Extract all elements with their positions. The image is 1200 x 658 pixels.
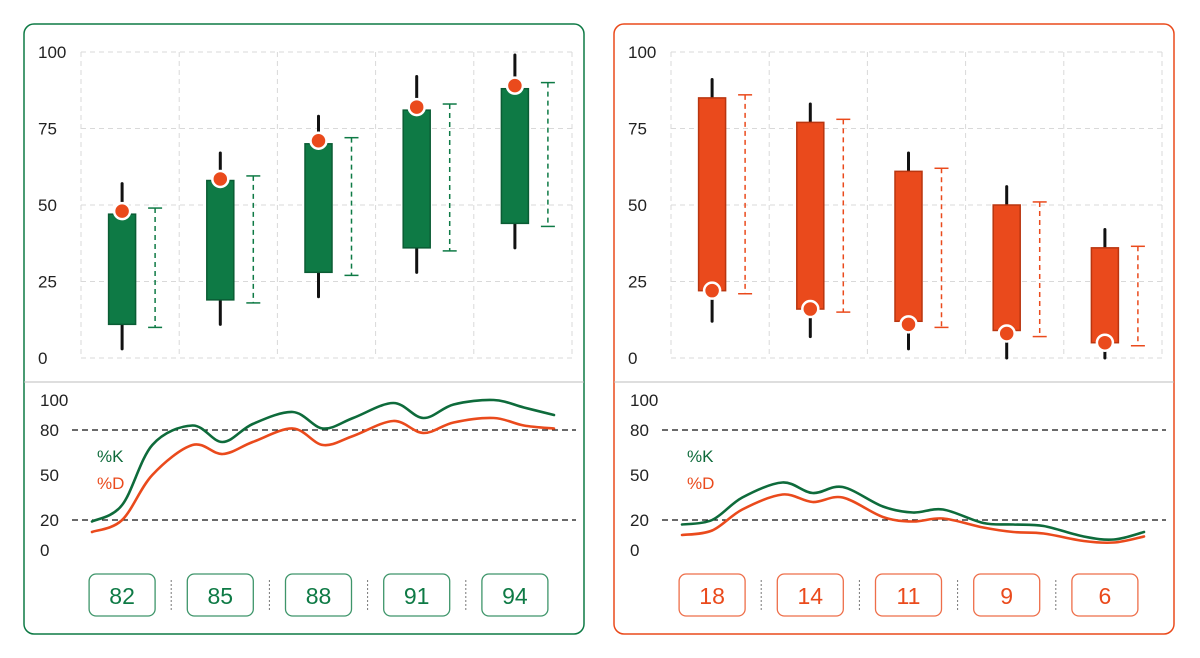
- candle-body: [796, 121, 825, 310]
- price-y-tick: 25: [38, 273, 57, 292]
- candle-body: [1090, 247, 1120, 344]
- value-box: [678, 573, 746, 617]
- osc-y-tick: 100: [630, 391, 658, 410]
- close-marker: [899, 315, 918, 334]
- bearish-panel: 0 25 50 75 100 0 20 50 80 100 %K %D 18 14 11 9 6: [613, 23, 1175, 635]
- value-box: [1071, 573, 1139, 617]
- value-box: [481, 573, 549, 617]
- close-marker: [997, 324, 1016, 343]
- k-line: [90, 398, 556, 523]
- value-box: [874, 573, 943, 617]
- price-y-tick: 75: [38, 120, 57, 139]
- value-label: 88: [306, 583, 332, 609]
- osc-y-tick: 0: [630, 541, 639, 560]
- osc-y-tick: 80: [40, 421, 59, 440]
- osc-legend-label: %D: [97, 474, 124, 493]
- d-line: [680, 493, 1146, 545]
- osc-y-tick: 100: [40, 391, 68, 410]
- value-box: [383, 573, 451, 617]
- candle-body: [206, 179, 235, 301]
- close-marker: [505, 76, 525, 95]
- panel-frame: [23, 23, 585, 635]
- osc-legend-label: %K: [687, 447, 714, 466]
- value-box: [776, 573, 844, 617]
- candle-body: [992, 204, 1021, 332]
- close-marker: [309, 131, 328, 150]
- osc-y-tick: 50: [630, 466, 649, 485]
- value-box: [186, 573, 254, 617]
- panel-frame: [613, 23, 1175, 635]
- osc-y-tick: 20: [40, 511, 59, 530]
- candle-body: [402, 109, 431, 249]
- value-label: 14: [798, 583, 824, 609]
- bullish-panel: 0 25 50 75 100 0 20 50 80 100 %K %D 82 85 88 91 94: [23, 23, 585, 635]
- osc-legend-label: %K: [97, 447, 124, 466]
- d-line: [90, 416, 556, 534]
- value-label: 82: [109, 583, 135, 609]
- osc-y-tick: 50: [40, 466, 59, 485]
- price-y-tick: 75: [628, 120, 647, 139]
- price-y-tick: 100: [628, 43, 656, 62]
- close-marker: [407, 97, 426, 117]
- osc-y-tick: 0: [40, 541, 49, 560]
- price-y-tick: 50: [628, 196, 647, 215]
- value-label: 11: [897, 583, 921, 609]
- osc-legend-label: %D: [687, 474, 714, 493]
- price-y-tick: 0: [38, 349, 47, 368]
- close-marker: [112, 201, 132, 221]
- value-label: 9: [1000, 583, 1013, 609]
- value-label: 6: [1099, 583, 1112, 609]
- value-box: [284, 573, 353, 617]
- value-label: 18: [699, 583, 725, 609]
- value-box: [973, 573, 1041, 617]
- price-y-tick: 50: [38, 196, 57, 215]
- close-marker: [1095, 333, 1115, 352]
- k-line: [680, 481, 1146, 541]
- candle-body: [304, 143, 333, 274]
- candle-body: [697, 97, 727, 292]
- price-y-tick: 0: [628, 349, 637, 368]
- price-y-tick: 100: [38, 43, 66, 62]
- close-marker: [801, 299, 820, 319]
- price-y-tick: 25: [628, 273, 647, 292]
- candle-body: [107, 213, 137, 326]
- candle-body: [894, 170, 923, 323]
- osc-y-tick: 80: [630, 421, 649, 440]
- value-label: 85: [208, 583, 234, 609]
- close-marker: [702, 281, 722, 300]
- osc-y-tick: 20: [630, 511, 649, 530]
- close-marker: [211, 169, 230, 189]
- value-box: [88, 573, 156, 617]
- candle-body: [500, 87, 530, 225]
- value-label: 91: [404, 583, 430, 609]
- value-label: 94: [502, 583, 528, 609]
